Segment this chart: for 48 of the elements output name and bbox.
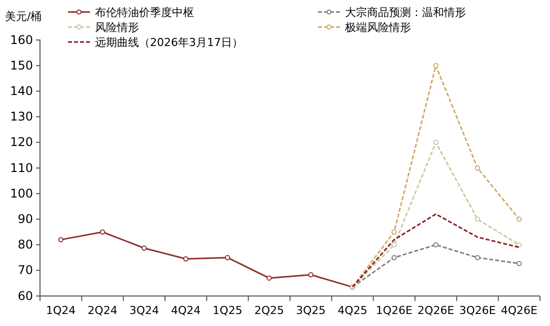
y-tick-label: 130 <box>10 110 33 124</box>
point <box>474 216 480 222</box>
y-tick-label: 120 <box>10 135 33 150</box>
x-tick-label: 2Q25 <box>254 304 284 317</box>
legend-label: 布伦特油价季度中枢 <box>95 6 194 19</box>
x-tick-label: 3Q26E <box>459 304 496 317</box>
x-tick-label: 4Q25 <box>338 304 368 317</box>
point <box>392 229 397 235</box>
y-tick-label: 110 <box>10 160 33 175</box>
legend-label: 风险情形 <box>95 21 139 34</box>
point <box>516 242 522 248</box>
x-tick-label: 3Q25 <box>296 304 326 317</box>
y-tick-label: 70 <box>18 263 33 278</box>
legend-label: 远期曲线（2026年3月17日） <box>95 36 243 49</box>
point <box>516 216 522 222</box>
point <box>266 275 272 281</box>
x-tick-label: 4Q26E <box>500 304 538 317</box>
y-tick-label: 100 <box>10 186 33 200</box>
point <box>433 140 438 146</box>
x-tick-label: 1Q24 <box>46 304 76 317</box>
point <box>58 237 64 242</box>
legend-label: 极端风险情形 <box>344 21 411 34</box>
x-tick-label: 2Q26E <box>418 304 454 317</box>
x-tick-label: 4Q24 <box>171 304 201 317</box>
x-tick-label: 1Q26E <box>376 304 413 317</box>
point <box>474 254 480 260</box>
point <box>392 254 397 260</box>
x-tick-label: 3Q24 <box>129 304 159 317</box>
point <box>142 246 147 251</box>
y-tick-label: 160 <box>10 32 33 47</box>
point <box>308 272 314 278</box>
point <box>224 254 230 260</box>
y-tick-label: 150 <box>10 58 33 72</box>
point <box>474 165 480 171</box>
point <box>183 256 188 262</box>
x-tick-label: 2Q24 <box>88 304 118 317</box>
point <box>433 242 438 248</box>
point <box>433 62 438 68</box>
legend-label: 大宗商品预测：温和情形 <box>345 6 466 19</box>
point <box>392 242 397 248</box>
x-tick-label: 1Q25 <box>212 304 242 317</box>
y-axis-title: 美元/桶 <box>5 10 42 23</box>
point <box>516 260 522 266</box>
y-tick-label: 80 <box>18 238 33 252</box>
y-tick-label: 90 <box>18 212 33 226</box>
point <box>100 229 106 235</box>
y-tick-label: 140 <box>10 84 33 98</box>
y-tick-label: 60 <box>18 288 33 303</box>
